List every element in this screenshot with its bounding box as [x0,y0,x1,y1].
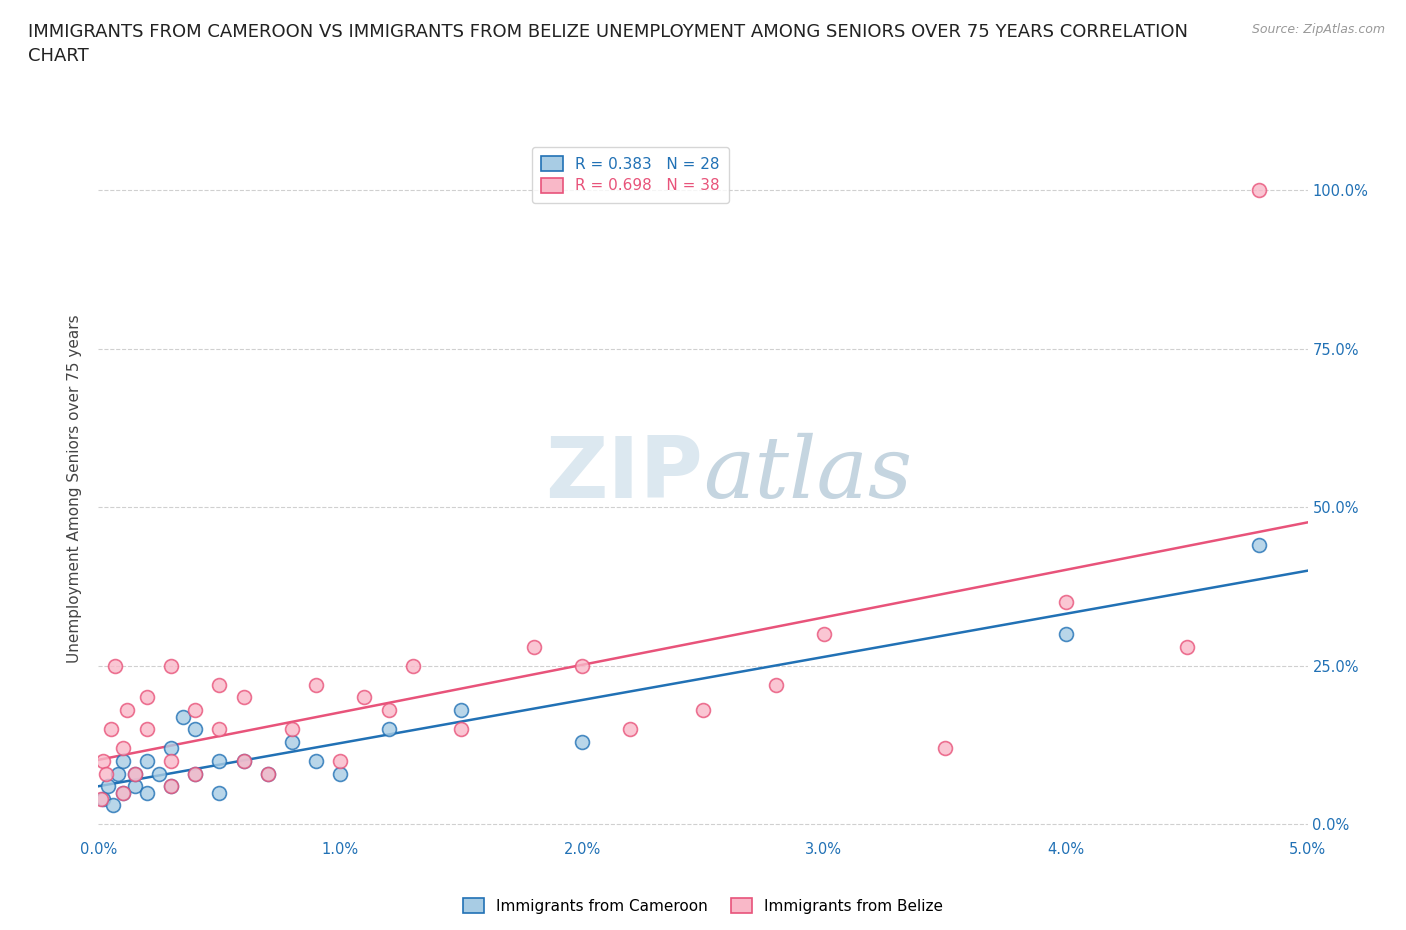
Point [184,766,207,781]
Point [256,766,278,781]
Point [91,791,114,806]
Point [232,753,254,768]
Point [135,785,157,800]
Text: atlas: atlas [703,433,912,515]
Point [450,703,472,718]
Point [305,677,328,692]
Point [281,722,304,737]
Point [281,735,304,750]
Point [571,735,593,750]
Point [91,753,114,768]
Point [329,753,352,768]
Point [124,766,146,781]
Point [402,658,425,673]
Point [172,709,194,724]
Point [97,778,120,793]
Point [107,766,129,781]
Point [135,690,157,705]
Point [111,741,134,756]
Point [232,690,254,705]
Text: IMMIGRANTS FROM CAMEROON VS IMMIGRANTS FROM BELIZE UNEMPLOYMENT AMONG SENIORS OV: IMMIGRANTS FROM CAMEROON VS IMMIGRANTS F… [28,23,1188,65]
Point [148,766,170,781]
Text: Source: ZipAtlas.com: Source: ZipAtlas.com [1251,23,1385,36]
Point [94,766,117,781]
Text: ZIP: ZIP [546,432,703,516]
Point [160,778,183,793]
Point [208,785,231,800]
Point [934,741,956,756]
Point [208,677,231,692]
Point [135,722,157,737]
Point [117,703,139,718]
Point [450,722,472,737]
Point [100,722,122,737]
Point [160,658,183,673]
Point [111,785,134,800]
Point [160,778,183,793]
Point [208,753,231,768]
Point [135,753,157,768]
Point [184,766,207,781]
Point [160,741,183,756]
Point [232,753,254,768]
Point [692,703,714,718]
Point [90,791,112,806]
Point [571,658,593,673]
Point [523,639,546,654]
Point [124,778,146,793]
Point [1054,627,1077,642]
Point [1249,538,1271,552]
Point [1054,595,1077,610]
Point [377,722,399,737]
Point [813,627,835,642]
Legend: Immigrants from Cameroon, Immigrants from Belize: Immigrants from Cameroon, Immigrants fro… [457,892,949,920]
Point [1175,639,1198,654]
Point [377,703,399,718]
Point [184,703,207,718]
Point [160,753,183,768]
Point [184,722,207,737]
Y-axis label: Unemployment Among Seniors over 75 years: Unemployment Among Seniors over 75 years [67,314,83,662]
Point [208,722,231,737]
Point [329,766,352,781]
Point [101,798,124,813]
Point [1249,183,1271,198]
Point [765,677,787,692]
Point [111,753,134,768]
Point [111,785,134,800]
Point [256,766,278,781]
Point [619,722,641,737]
Point [305,753,328,768]
Point [124,766,146,781]
Point [353,690,375,705]
Point [104,658,127,673]
